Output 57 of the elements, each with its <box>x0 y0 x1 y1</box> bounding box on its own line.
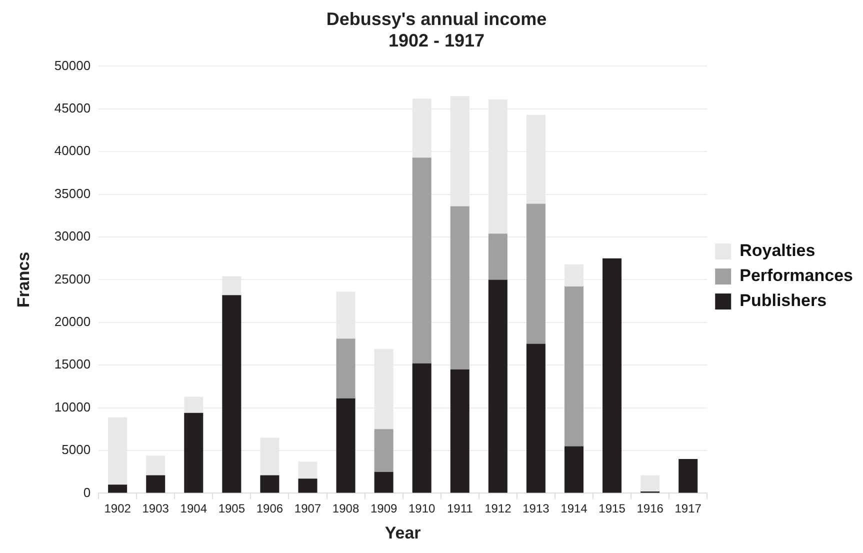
legend-label: Publishers <box>740 291 827 310</box>
bar <box>298 478 318 493</box>
y-tick-label: 20000 <box>54 314 91 329</box>
bar <box>488 280 508 493</box>
x-tick-label: 1912 <box>484 502 512 516</box>
y-tick-label: 45000 <box>54 100 91 116</box>
bar <box>678 459 698 493</box>
bar <box>564 286 584 446</box>
x-tick-label: 1916 <box>636 502 664 516</box>
bar <box>108 484 128 493</box>
bar <box>146 456 166 476</box>
x-tick-label: 1903 <box>142 502 170 516</box>
bar <box>336 338 356 398</box>
bar <box>146 475 166 493</box>
y-tick-label: 25000 <box>54 271 91 286</box>
y-tick-label: 0 <box>83 484 91 500</box>
legend-label: Royalties <box>740 241 816 260</box>
bar <box>526 344 546 493</box>
bar <box>374 429 394 472</box>
legend-label: Performances <box>740 266 853 286</box>
x-tick-label: 1913 <box>522 502 550 516</box>
x-tick-label: 1911 <box>446 502 474 516</box>
x-tick-label: 1908 <box>332 502 360 516</box>
x-tick-label: 1910 <box>408 502 436 516</box>
x-tick-label: 1904 <box>180 502 208 516</box>
bar <box>412 158 432 364</box>
bar <box>184 412 204 493</box>
chart-title: Debussy's annual income 1902 - 1917 <box>326 8 547 50</box>
bar <box>298 462 318 479</box>
y-tick-label: 40000 <box>54 143 91 158</box>
x-tick-label: 1915 <box>598 502 626 516</box>
bar <box>488 234 508 280</box>
bar <box>222 295 242 493</box>
y-tick-label: 5000 <box>62 442 91 458</box>
y-axis-title: Francs <box>14 252 33 308</box>
y-tick-label: 30000 <box>54 228 91 244</box>
x-tick-label: 1902 <box>104 502 132 516</box>
bar <box>260 475 280 493</box>
x-tick-label: 1917 <box>674 502 702 516</box>
x-tick-label: 1914 <box>560 502 588 516</box>
bar <box>526 204 546 344</box>
bar <box>336 398 356 493</box>
bar <box>564 446 584 493</box>
x-tick-label: 1909 <box>370 502 398 516</box>
bar <box>450 206 470 370</box>
y-tick-label: 10000 <box>54 399 91 414</box>
bar <box>450 369 470 493</box>
bar <box>412 363 432 493</box>
y-tick-label: 15000 <box>54 356 91 372</box>
bar <box>374 472 394 493</box>
x-axis-title: Year <box>384 523 422 542</box>
x-tick-label: 1905 <box>218 502 246 516</box>
x-tick-label: 1906 <box>256 502 284 516</box>
y-tick-label: 50000 <box>54 58 91 73</box>
bar <box>602 258 622 493</box>
x-tick-label: 1907 <box>294 502 322 516</box>
y-tick-label: 35000 <box>54 186 91 201</box>
